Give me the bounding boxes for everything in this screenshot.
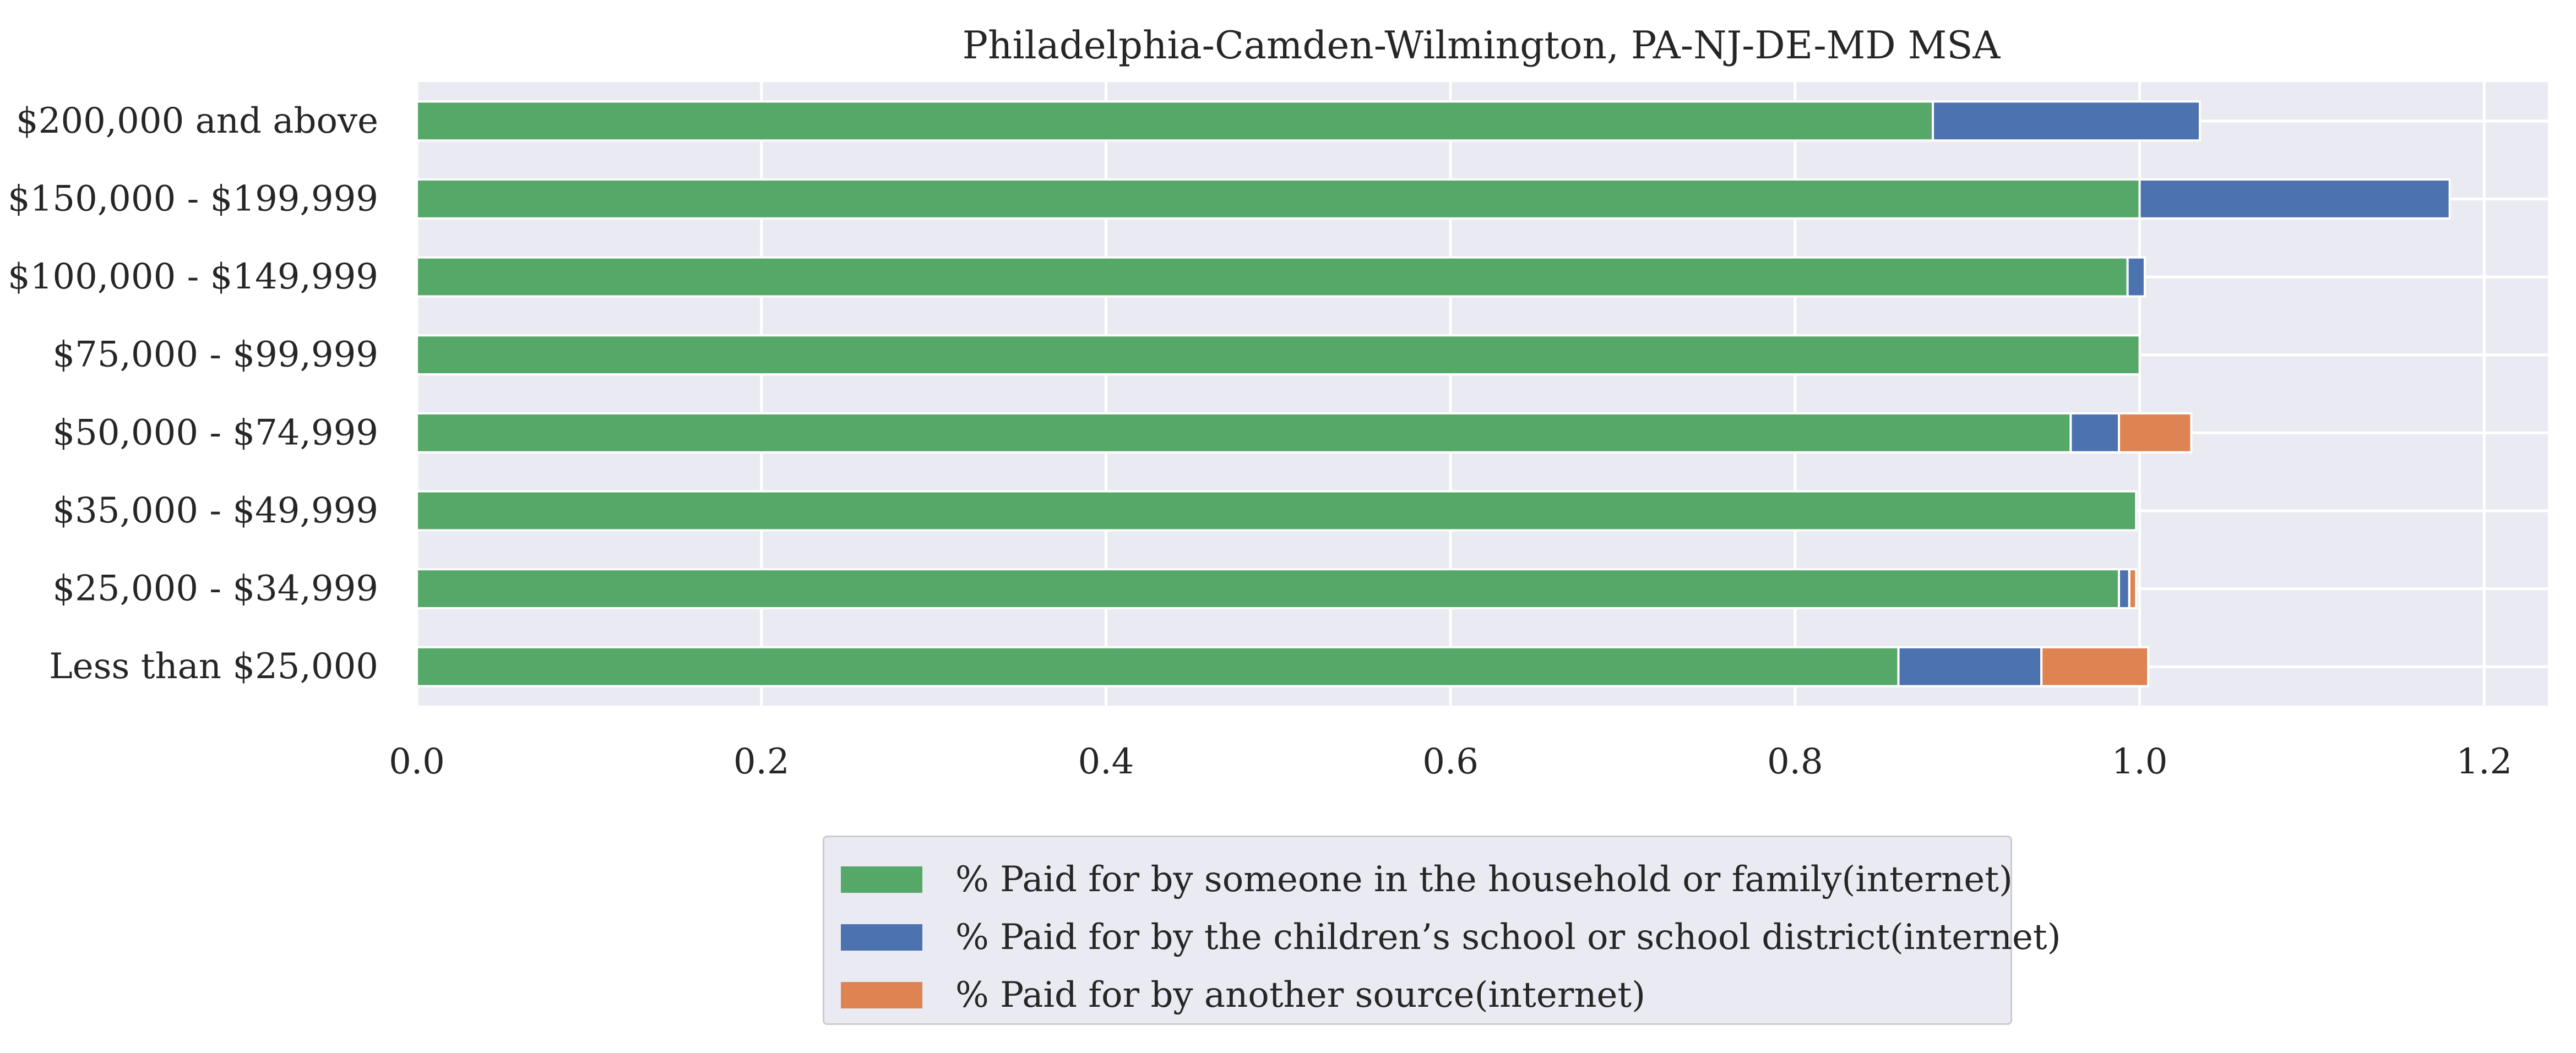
bar-segment-0: [416, 178, 2141, 220]
chart-title: Philadelphia-Camden-Wilmington, PA-NJ-DE…: [963, 24, 2001, 68]
bar-segment-0: [416, 334, 2141, 376]
legend-item-school: % Paid for by the children’s school or s…: [841, 913, 2061, 962]
y-tick-label: $35,000 - $49,999: [52, 490, 378, 531]
y-tick-label: $50,000 - $74,999: [52, 412, 378, 453]
bar-segment-1: [1897, 646, 2043, 688]
bar-segment-2: [2128, 568, 2138, 609]
legend: % Paid for by someone in the household o…: [823, 836, 2061, 1025]
legend-swatch-other: [841, 982, 922, 1008]
x-tick-label: 0.2: [733, 741, 790, 782]
bar-segment-0: [416, 568, 2120, 609]
bar-segment-0: [416, 100, 1934, 142]
bar-segment-1: [2117, 568, 2131, 609]
plot-area: [417, 82, 2548, 706]
x-tick-label: 0.0: [389, 741, 445, 782]
y-tick-labels: Less than $25,000 $25,000 - $34,999 $35,00…: [8, 101, 378, 687]
legend-label-school: % Paid for by the children’s school or s…: [955, 917, 2061, 958]
y-tick-label: $75,000 - $99,999: [52, 335, 378, 375]
bar-segment-1: [2069, 412, 2120, 454]
x-tick-label: 1.2: [2456, 741, 2512, 782]
bar-segment-1: [1932, 100, 2202, 142]
y-tick-label: $200,000 and above: [16, 101, 378, 141]
x-tick-labels: 0.0 0.2 0.4 0.6 0.8 1.0 1.2: [389, 741, 2512, 782]
bar-segment-0: [416, 490, 2138, 532]
bar-segment-1: [2126, 256, 2146, 298]
bar-segment-1: [2138, 178, 2451, 220]
legend-item-household: % Paid for by someone in the household o…: [841, 855, 2013, 904]
bar-segment-0: [416, 256, 2129, 298]
y-tick-label: $150,000 - $199,999: [8, 178, 378, 219]
legend-label-other: % Paid for by another source(internet): [955, 975, 1646, 1016]
legend-swatch-household: [841, 866, 922, 893]
legend-label-household: % Paid for by someone in the household o…: [955, 859, 2013, 900]
x-tick-label: 0.6: [1422, 741, 1479, 782]
y-tick-label: Less than $25,000: [49, 646, 378, 687]
y-tick-label: $25,000 - $34,999: [52, 569, 378, 609]
bar-segment-2: [2117, 412, 2193, 454]
bar-segment-0: [416, 646, 1900, 688]
bar-segment-2: [2040, 646, 2150, 688]
legend-swatch-school: [841, 924, 922, 951]
bars: [416, 100, 2451, 688]
bar-segment-0: [416, 412, 2072, 454]
x-tick-label: 0.4: [1078, 741, 1134, 782]
y-tick-label: $100,000 - $149,999: [8, 257, 378, 297]
x-tick-label: 1.0: [2112, 741, 2168, 782]
legend-item-other: % Paid for by another source(internet): [841, 970, 1645, 1020]
x-tick-label: 0.8: [1767, 741, 1823, 782]
